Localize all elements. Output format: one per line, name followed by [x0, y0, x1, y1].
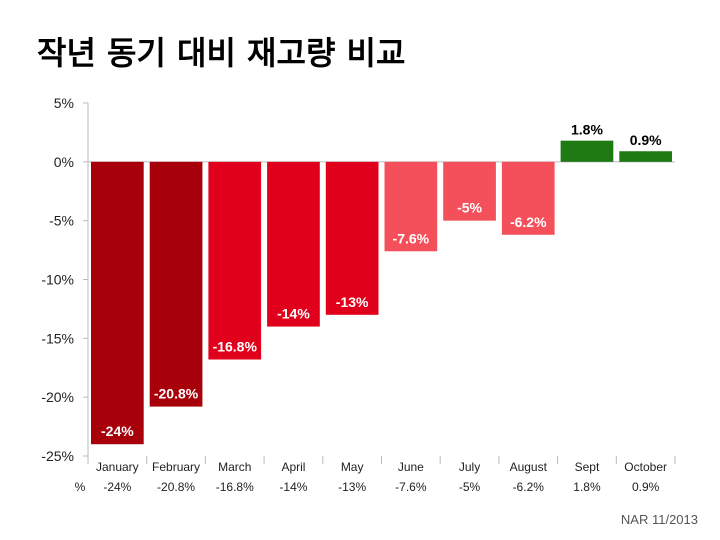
data-label: 0.9%	[630, 132, 662, 148]
bar	[619, 151, 672, 162]
category-label: March	[218, 460, 251, 474]
category-label: January	[96, 460, 139, 474]
y-tick-label: -15%	[41, 330, 74, 346]
y-tick-label: -10%	[41, 272, 74, 288]
table-row-label: %	[75, 480, 86, 494]
category-label: July	[459, 460, 480, 474]
category-label: May	[341, 460, 364, 474]
y-tick-label: -5%	[49, 213, 74, 229]
y-tick-label: 5%	[54, 95, 74, 111]
table-cell-value: 0.9%	[632, 480, 660, 494]
category-label: August	[510, 460, 548, 474]
table-cell-value: -14%	[279, 480, 307, 494]
bar	[91, 161, 144, 445]
data-label: -13%	[336, 294, 369, 310]
bar	[501, 161, 555, 235]
category-label: Sept	[575, 460, 600, 474]
data-label: -16.8%	[213, 339, 258, 355]
y-tick-label: -25%	[41, 448, 74, 464]
bar	[208, 161, 262, 360]
table-cell-value: -5%	[459, 480, 481, 494]
category-label: October	[624, 460, 667, 474]
table-cell-value: -6.2%	[513, 480, 545, 494]
y-tick-label: -20%	[41, 389, 74, 405]
table-cell-value: -24%	[103, 480, 131, 494]
data-label: -24%	[101, 423, 134, 439]
table-cell-value: 1.8%	[573, 480, 601, 494]
table-cell-value: -16.8%	[216, 480, 254, 494]
data-label: -5%	[457, 200, 482, 216]
table-cell-value: -13%	[338, 480, 366, 494]
category-label: February	[152, 460, 200, 474]
data-label: -6.2%	[510, 214, 547, 230]
bar	[384, 161, 438, 252]
data-label: -7.6%	[393, 230, 430, 246]
data-label: 1.8%	[571, 122, 603, 138]
category-label: April	[281, 460, 305, 474]
source-note: NAR 11/2013	[620, 512, 698, 527]
chart-title: 작년 동기 대비 재고량 비교	[37, 34, 406, 72]
bar	[443, 161, 496, 221]
bar	[325, 161, 379, 315]
bar	[149, 161, 203, 407]
bar	[560, 140, 614, 162]
data-label: -14%	[277, 306, 310, 322]
data-label: -20.8%	[154, 386, 199, 402]
y-tick-label: 0%	[54, 154, 74, 170]
category-label: June	[398, 460, 424, 474]
table-cell-value: -7.6%	[395, 480, 427, 494]
table-cell-value: -20.8%	[157, 480, 195, 494]
bar	[267, 161, 320, 327]
